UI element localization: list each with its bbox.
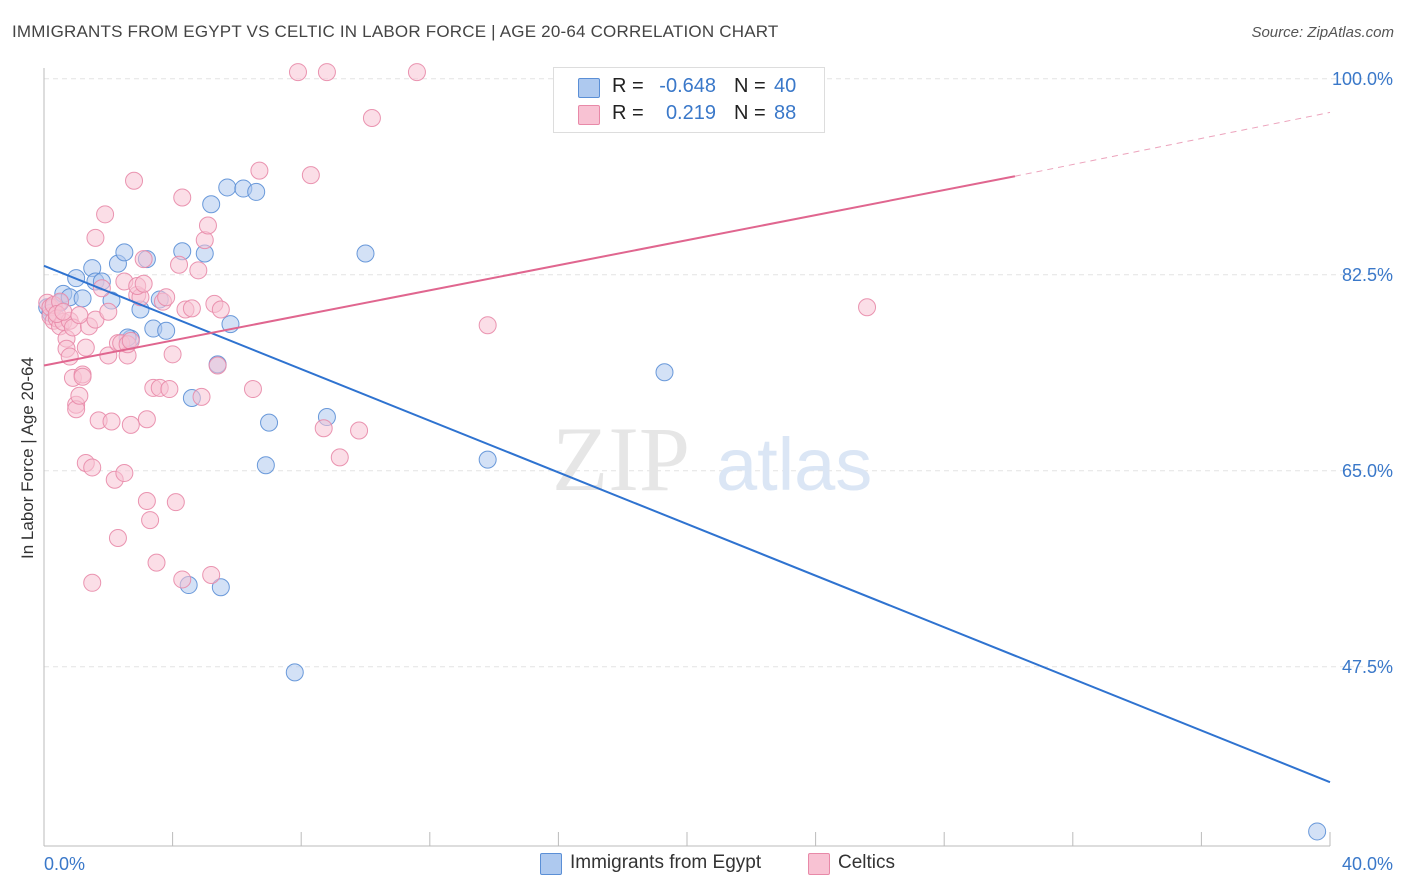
celtics-point <box>314 419 333 438</box>
celtics-point <box>173 188 192 207</box>
celtics-point <box>301 166 320 185</box>
legend-n-label: N = <box>734 75 766 97</box>
legend-row-egypt: R = -0.648 N = 40 <box>554 73 824 101</box>
celtics-point <box>182 299 201 318</box>
celtics-point <box>141 511 160 530</box>
x-tick-label: 40.0% <box>1342 854 1393 874</box>
legend-swatch-egypt <box>578 78 600 98</box>
bottom-legend-label-egypt: Immigrants from Egypt <box>570 852 762 873</box>
celtics-point <box>478 316 497 335</box>
celtics-point <box>121 415 140 434</box>
celtics-point <box>147 553 166 572</box>
legend-r-label: R = <box>612 75 644 97</box>
y-tick-label: 47.5% <box>1342 657 1393 677</box>
y-tick-label: 82.5% <box>1342 265 1393 285</box>
celtics-point <box>350 421 369 440</box>
celtics-point <box>70 386 89 405</box>
celtics-point <box>160 380 179 399</box>
celtics-point <box>108 529 127 547</box>
y-tick-label: 100.0% <box>1332 69 1393 89</box>
celtics-point <box>166 493 185 512</box>
celtics-point <box>250 161 269 180</box>
egypt-point <box>73 289 92 308</box>
bottom-legend-swatch-egypt <box>540 853 562 875</box>
celtics-trend-line <box>43 175 1016 367</box>
celtics-point <box>134 274 153 293</box>
celtics-point <box>170 255 189 274</box>
celtics-point <box>330 448 349 467</box>
legend-r-value: -0.648 <box>659 75 716 97</box>
celtics-point <box>288 63 307 82</box>
egypt-point <box>478 450 497 469</box>
watermark-zip: ZIP <box>552 408 690 510</box>
watermark: ZIP atlas <box>552 408 872 510</box>
celtics-point <box>195 231 214 250</box>
celtics-point <box>189 261 208 280</box>
celtics-point <box>157 288 176 307</box>
celtics-point <box>76 338 95 357</box>
legend-r-label: R = <box>612 102 644 124</box>
egypt-point <box>260 413 279 432</box>
celtics-point <box>362 109 381 127</box>
celtics-point <box>858 298 877 317</box>
celtics-point <box>407 63 426 82</box>
egypt-point <box>655 363 674 382</box>
egypt-point <box>256 456 275 475</box>
legend-n-value: 88 <box>774 102 797 124</box>
egypt-point <box>218 178 237 197</box>
correlation-legend: R = -0.648 N = 40 R = 0.219 N = 88 <box>553 67 825 133</box>
bottom-legend-swatch-celtics <box>808 853 830 875</box>
celtics-point <box>317 63 336 82</box>
egypt-point <box>211 578 230 597</box>
celtics-point <box>99 302 118 321</box>
celtics-point <box>102 412 121 431</box>
axes <box>43 68 1331 847</box>
celtics-point <box>125 171 144 190</box>
celtics-point <box>134 250 153 269</box>
celtics-point <box>83 458 102 477</box>
celtics-point <box>115 464 134 483</box>
celtics-point <box>192 387 211 406</box>
celtics-point <box>137 492 156 511</box>
egypt-point <box>285 663 304 682</box>
celtics-point <box>243 380 262 399</box>
celtics-point <box>198 216 217 235</box>
celtics-point <box>54 302 73 321</box>
celtics-trend-extension <box>1014 111 1331 177</box>
source-label: Source: ZipAtlas.com <box>1251 24 1394 41</box>
egypt-point <box>202 195 221 214</box>
bottom-legend-label-celtics: Celtics <box>838 852 896 873</box>
egypt-point <box>157 321 176 340</box>
celtics-point <box>70 306 89 325</box>
celtics-point <box>211 300 230 319</box>
celtics-point <box>163 345 182 364</box>
watermark-atlas: atlas <box>716 423 872 506</box>
egypt-point <box>356 244 375 263</box>
egypt-point <box>115 243 134 262</box>
x-tick-label: 0.0% <box>44 854 85 874</box>
gridlines <box>44 78 1392 668</box>
legend-n-value: 40 <box>774 75 797 97</box>
legend-row-celtics: R = 0.219 N = 88 <box>554 100 824 128</box>
egypt-point <box>247 182 266 201</box>
celtics-point <box>73 367 92 386</box>
tick-labels: 100.0% 82.5% 65.0% 47.5% 0.0% 40.0% <box>44 69 1393 874</box>
egypt-point <box>1308 822 1327 841</box>
egypt-trend-line <box>43 264 1331 784</box>
legend-swatch-celtics <box>578 105 600 125</box>
celtics-point <box>83 573 102 592</box>
celtics-point <box>208 356 227 375</box>
celtics-point <box>173 570 192 589</box>
celtics-point <box>86 228 105 247</box>
celtics-point <box>96 205 115 224</box>
trend-lines <box>43 111 1331 784</box>
y-tick-label: 65.0% <box>1342 461 1393 481</box>
legend-r-value: 0.219 <box>665 102 716 124</box>
celtics-point <box>202 565 221 584</box>
chart-title: IMMIGRANTS FROM EGYPT VS CELTIC IN LABOR… <box>12 22 779 41</box>
legend-n-label: N = <box>734 102 766 124</box>
celtics-point <box>137 410 156 429</box>
